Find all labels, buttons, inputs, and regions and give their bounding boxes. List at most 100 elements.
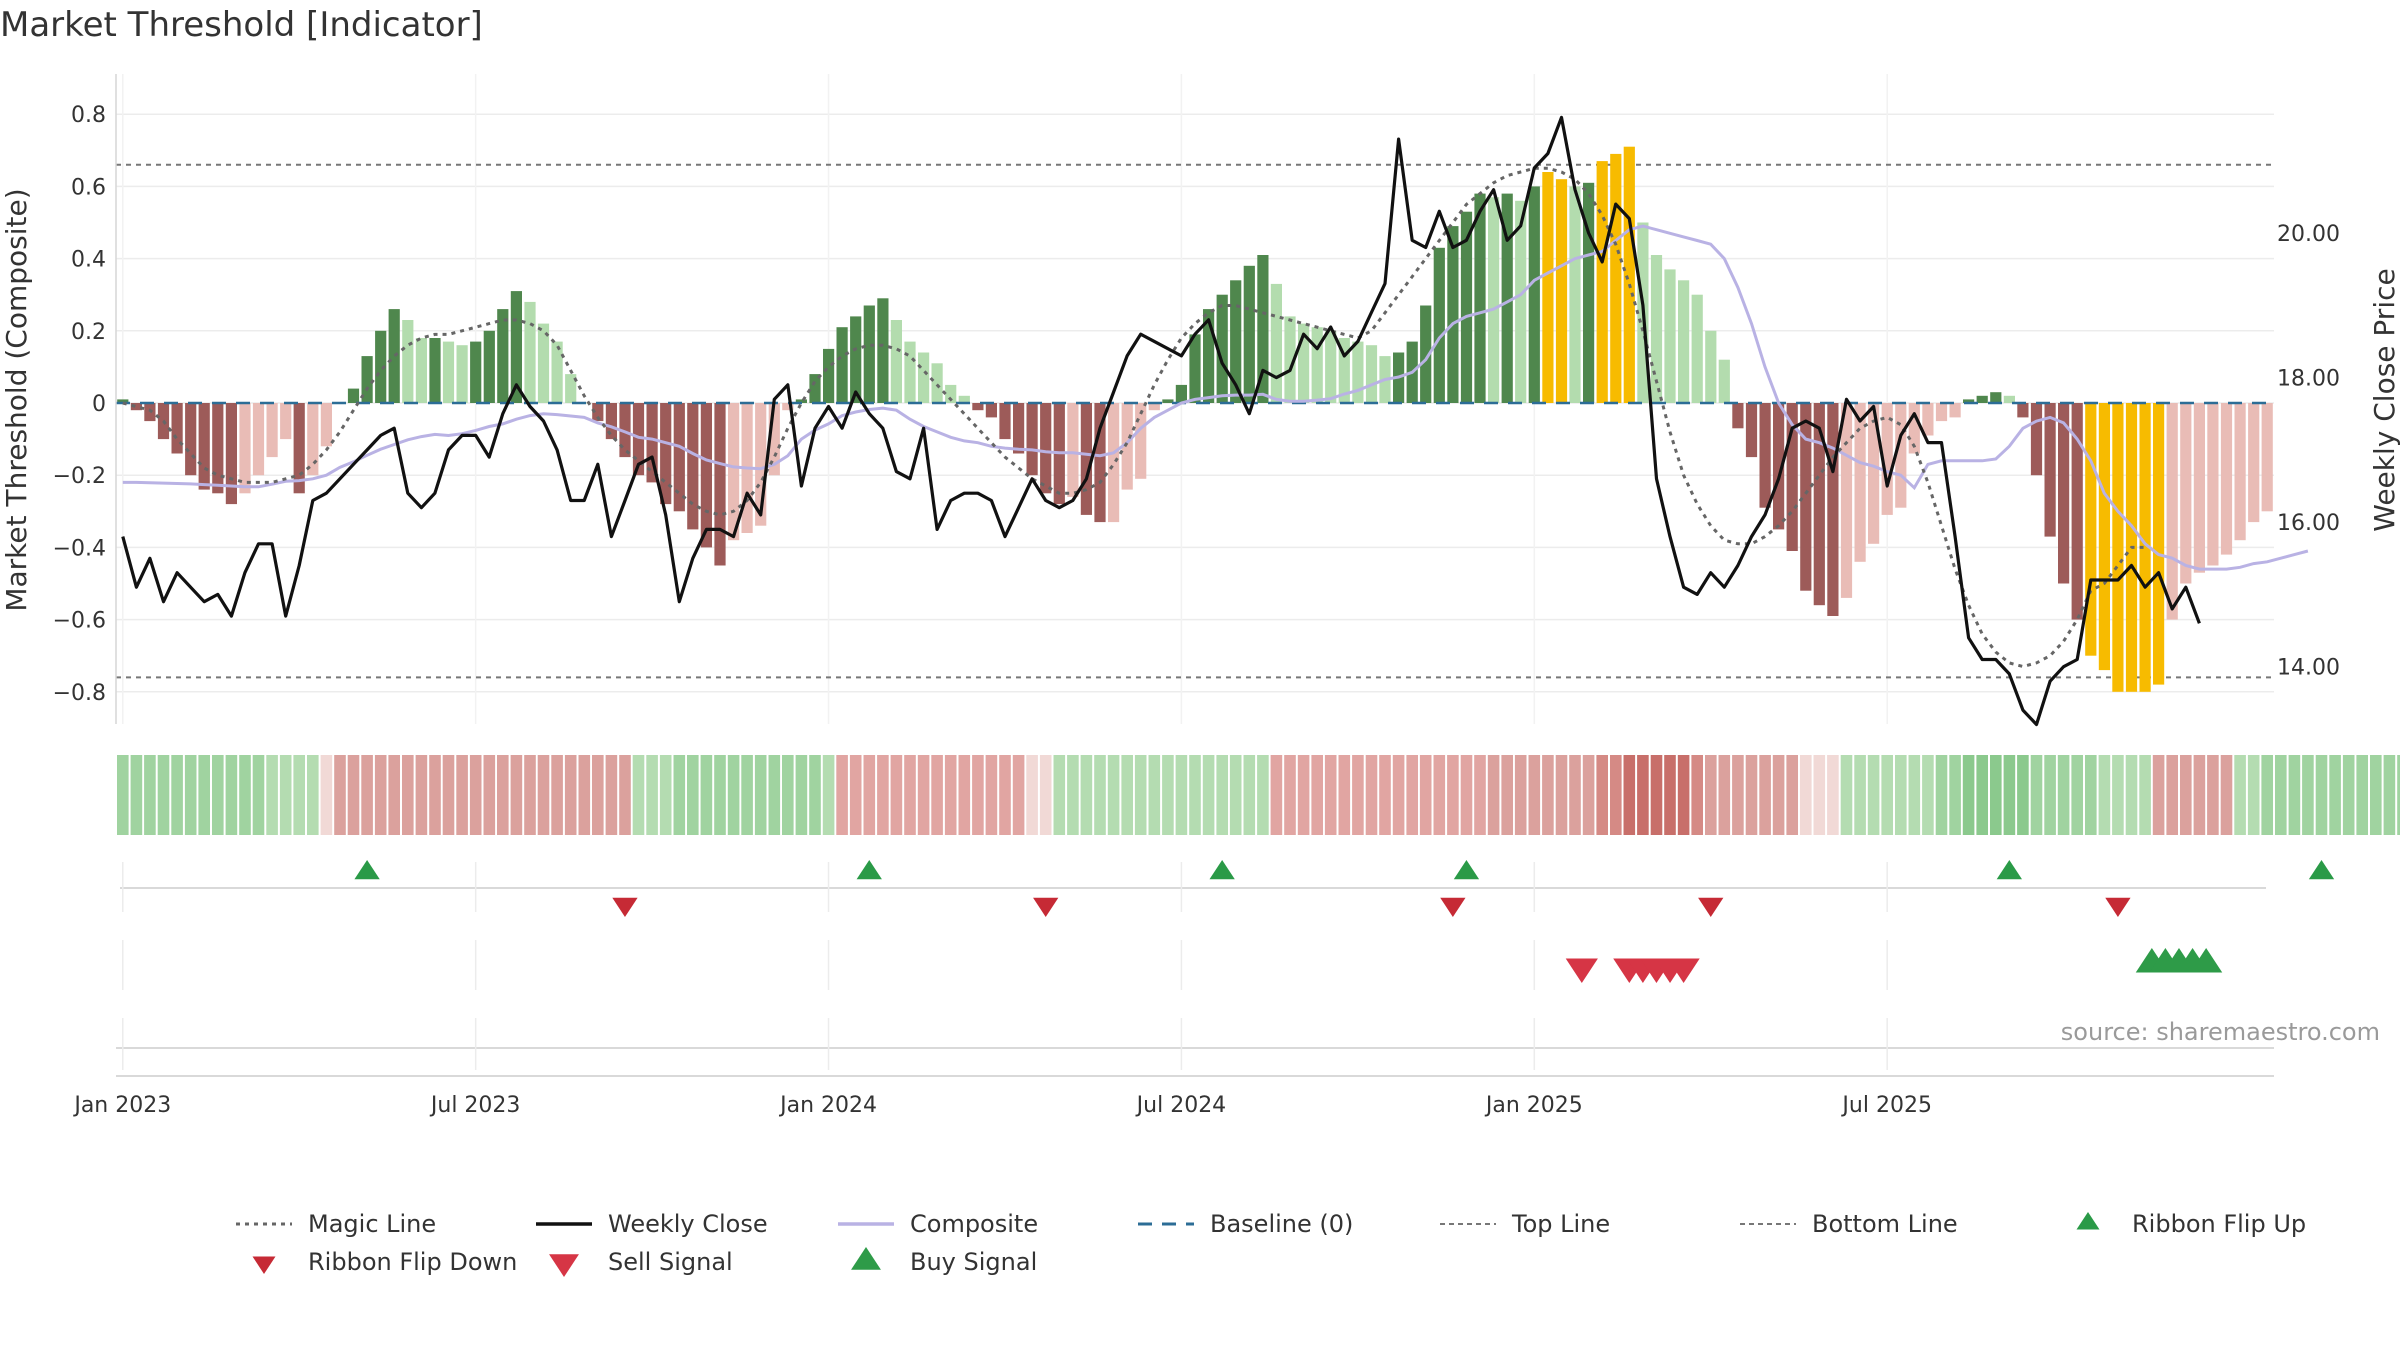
composite-bar — [755, 403, 767, 526]
ribbon-cell — [1026, 755, 1038, 835]
ribbon-cell — [1216, 755, 1228, 835]
ribbon-cell — [1352, 755, 1364, 835]
composite-bar — [1175, 384, 1187, 403]
composite-bar — [1868, 403, 1880, 544]
y2-tick-label: 18.00 — [2277, 367, 2340, 392]
composite-bar — [619, 403, 631, 458]
ribbon-cell — [402, 755, 414, 835]
legend-item-weekly-close: Weekly Close — [536, 1210, 768, 1238]
composite-bar — [1800, 403, 1812, 591]
composite-bar — [904, 341, 916, 403]
ribbon-cell — [1732, 755, 1744, 835]
ribbon-cell — [1053, 755, 1066, 835]
ribbon-cell — [1501, 755, 1513, 835]
ribbon-cell — [795, 755, 808, 835]
ribbon-cell — [2329, 755, 2341, 835]
ribbon-cell — [1067, 755, 1079, 835]
weekly-close-line — [121, 115, 2201, 727]
composite-bar — [918, 352, 930, 403]
legend-label: Composite — [910, 1210, 1038, 1238]
ribbon-cell — [1162, 755, 1174, 835]
composite-bar — [171, 403, 183, 454]
ribbon-cell — [673, 755, 686, 835]
composite-bar — [1298, 323, 1310, 403]
composite-bar — [320, 403, 332, 447]
ribbon-cell — [2044, 755, 2056, 835]
sell-signal-marker — [1667, 958, 1700, 983]
composite-bar — [945, 384, 957, 403]
ribbon-cell — [524, 755, 536, 835]
composite-bar — [1447, 226, 1459, 403]
composite-bar — [1881, 403, 1893, 515]
composite-bar — [1990, 392, 2002, 403]
composite-bar — [1189, 334, 1201, 403]
composite-bar — [483, 330, 495, 403]
ribbon-cell — [2302, 755, 2314, 835]
composite-bar — [1705, 330, 1717, 403]
ribbon-cell — [1582, 755, 1595, 835]
composite-bar — [1067, 403, 1079, 497]
ribbon-cell — [809, 755, 821, 835]
composite-bar — [2098, 403, 2110, 671]
composite-bar — [1515, 200, 1527, 403]
composite-bar — [212, 403, 224, 494]
series-lines — [116, 115, 2309, 727]
composite-bar — [1311, 327, 1323, 403]
composite-bar — [795, 399, 807, 403]
composite-bar — [1338, 338, 1350, 403]
composite-bar — [877, 298, 889, 403]
y2-axis-label: Weekly Close Price — [2368, 268, 2400, 531]
x-tick-label: Jul 2023 — [429, 1093, 521, 1118]
ribbon-cell — [1922, 755, 1934, 835]
x-tick-label: Jan 2024 — [778, 1093, 877, 1118]
ribbon-cell — [551, 755, 563, 835]
chart-title: Market Threshold [Indicator] — [0, 5, 483, 45]
composite-bar — [361, 356, 373, 403]
composite-bar — [1460, 211, 1473, 403]
ribbon-cell — [931, 755, 943, 835]
ribbon-cell — [1908, 755, 1921, 835]
ribbon-cell — [849, 755, 862, 835]
legend-label: Sell Signal — [608, 1248, 733, 1276]
chart-legend: Magic Line Weekly Close Composite Baseline … — [236, 1210, 2306, 1277]
composite-bar — [836, 327, 848, 403]
ribbon-cell — [2383, 755, 2396, 835]
ribbon-cell — [1745, 755, 1758, 835]
composite-bar — [1963, 399, 1975, 403]
ribbon-cell — [374, 755, 387, 835]
legend-item-top-line: Top Line — [1440, 1210, 1610, 1238]
ribbon-cell — [904, 755, 916, 835]
composite-bar — [1759, 403, 1771, 508]
composite-bar — [1976, 395, 1988, 403]
composite-bar — [700, 403, 712, 548]
composite-bar — [1922, 403, 1934, 436]
ribbon-cell — [1134, 755, 1147, 835]
composite-bar — [1325, 330, 1337, 403]
ribbon-cell — [2370, 755, 2382, 835]
composite-bar — [673, 403, 685, 512]
ribbon-cell — [2071, 755, 2083, 835]
ribbon-cell — [1840, 755, 1853, 835]
ribbon-cell — [958, 755, 971, 835]
ribbon-flip-up-marker — [1453, 860, 1480, 880]
ribbon-cell — [714, 755, 726, 835]
ribbon-cell — [2288, 755, 2301, 835]
composite-bar — [280, 403, 292, 440]
ribbon-cell — [2247, 755, 2260, 835]
composite-bar — [1678, 280, 1690, 403]
ribbon-cell — [1772, 755, 1785, 835]
composite-bar — [2044, 403, 2056, 537]
legend-item-ribbon-flip-down: Ribbon Flip Down — [252, 1248, 517, 1276]
composite-bar — [985, 403, 997, 418]
ribbon-cell — [1338, 755, 1351, 835]
composite-bar — [605, 403, 617, 440]
composite-bar — [958, 395, 970, 403]
ribbon-cell — [442, 755, 455, 835]
ribbon-cell — [1962, 755, 1975, 835]
composite-bar — [1501, 193, 1513, 403]
composite-bar — [1474, 193, 1486, 403]
composite-bar — [1488, 197, 1500, 403]
ribbon-cell — [1827, 755, 1839, 835]
legend-swatch — [549, 1254, 579, 1277]
ribbon-cell — [415, 755, 428, 835]
